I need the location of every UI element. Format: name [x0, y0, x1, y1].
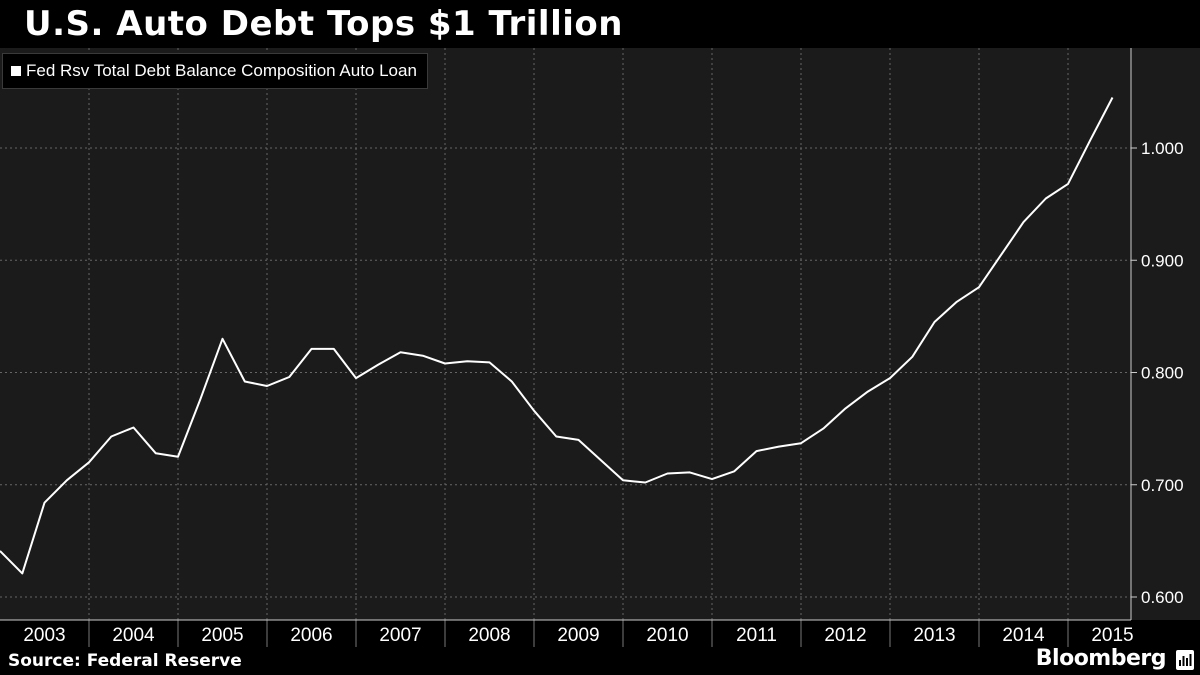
x-tick-label: 2005: [201, 625, 243, 646]
square-swatch-icon: [11, 66, 21, 76]
source-note: Source: Federal Reserve: [8, 651, 242, 671]
x-tick-label: 2014: [1002, 625, 1045, 646]
x-tick-label: 2007: [379, 625, 421, 646]
series-line: [0, 97, 1114, 575]
y-tick-label: 0.600: [1141, 588, 1184, 607]
x-tick-label: 2012: [824, 625, 866, 646]
y-tick-label: 0.800: [1141, 364, 1184, 383]
x-tick-label: 2013: [913, 625, 955, 646]
y-tick-label: 0.900: [1141, 251, 1184, 270]
x-tick-label: 2003: [23, 625, 65, 646]
plot-area: [0, 48, 1200, 620]
legend-label: Fed Rsv Total Debt Balance Composition A…: [26, 61, 417, 80]
y-tick-label: 0.700: [1141, 476, 1184, 495]
bloomberg-chart-icon: [1176, 650, 1194, 670]
x-tick-label: 2010: [646, 625, 688, 646]
x-tick-label: 2006: [290, 625, 332, 646]
x-tick-label: 2008: [468, 625, 510, 646]
x-tick-label: 2009: [557, 625, 599, 646]
x-tick-label: 2015: [1091, 625, 1133, 646]
x-tick-label: 2004: [112, 625, 155, 646]
y-tick-label: 1.000: [1141, 139, 1184, 158]
legend: Fed Rsv Total Debt Balance Composition A…: [2, 53, 428, 89]
brand-logo: Bloomberg: [1035, 646, 1167, 671]
chart-title: U.S. Auto Debt Tops $1 Trillion: [24, 4, 623, 44]
x-tick-label: 2011: [736, 625, 777, 646]
